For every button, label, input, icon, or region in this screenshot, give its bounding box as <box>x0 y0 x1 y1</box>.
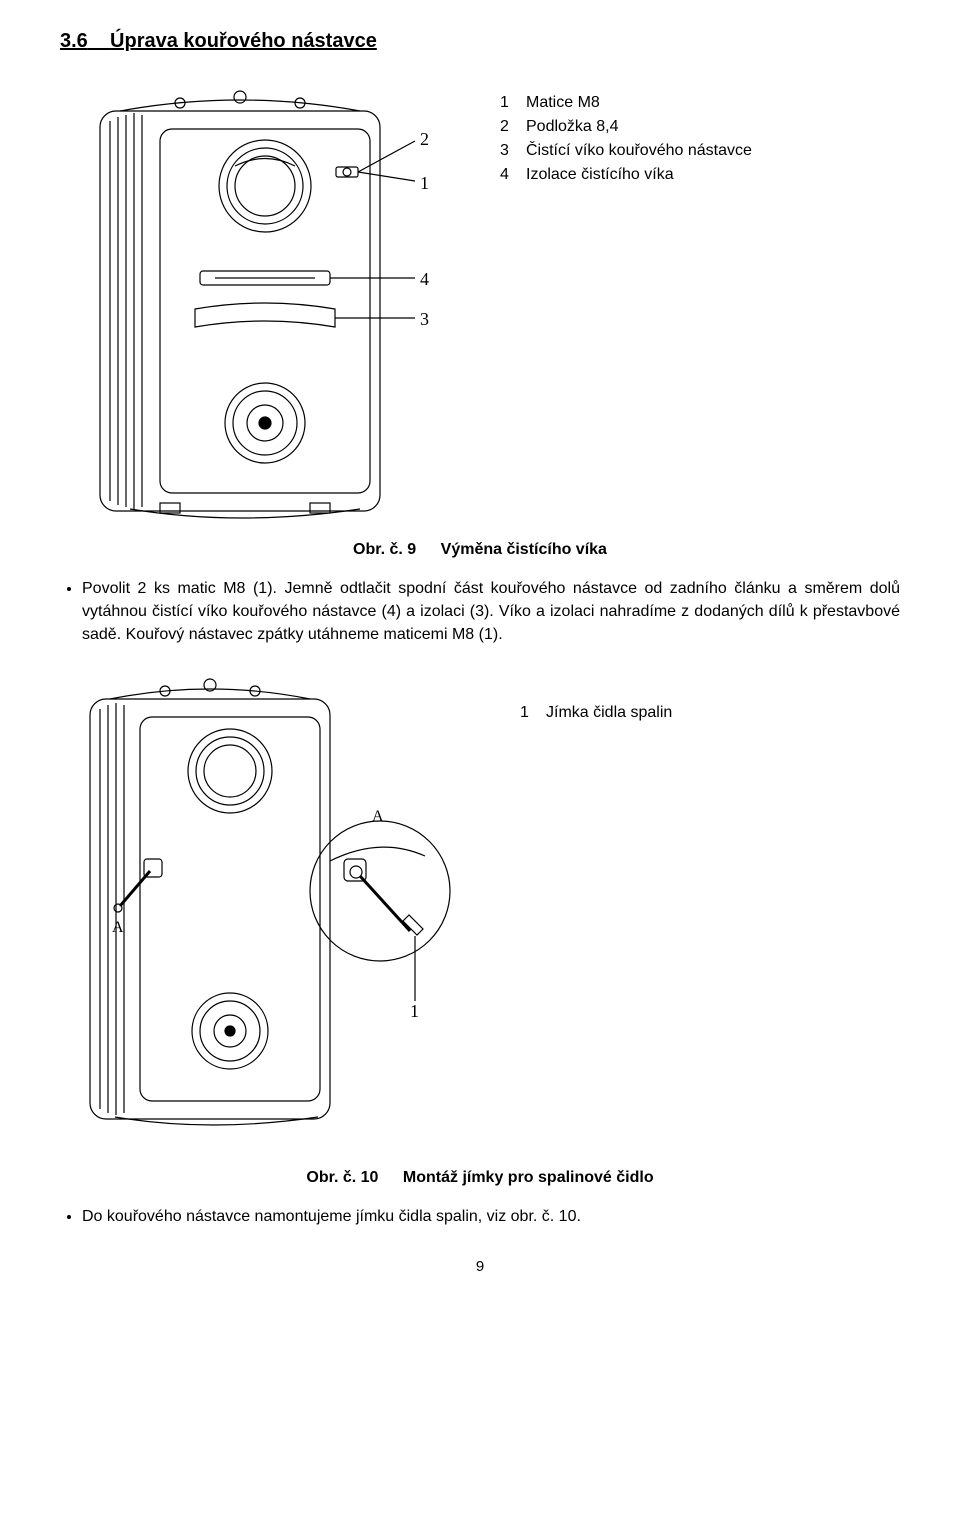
figure1-row: 2 1 4 3 1 Matice M8 2 Podložka 8,4 3 Čis… <box>60 71 900 531</box>
figure2: A A 1 <box>60 661 480 1161</box>
figure1-caption: Obr. č. 9 Výměna čistícího víka <box>60 541 900 559</box>
page: 3.6 Úprava kouřového nástavce <box>0 0 960 1315</box>
legend-label: Čistící víko kouřového nástavce <box>526 139 752 163</box>
figure1-svg <box>60 71 460 531</box>
callout-A1: A <box>112 919 124 937</box>
callout-1: 1 <box>420 173 429 194</box>
legend-num: 1 <box>500 91 514 115</box>
figure2-row: A A 1 1 Jímka čidla spalin <box>60 661 900 1161</box>
legend-num: 2 <box>500 115 514 139</box>
callout-A2: A <box>372 808 384 826</box>
section-number: 3.6 <box>60 30 88 52</box>
text-block-2: Do kouřového nástavce namontujeme jímku … <box>60 1205 900 1228</box>
legend-item: 1 Matice M8 <box>500 91 752 115</box>
legend-num: 1 <box>520 701 534 725</box>
callout-4: 4 <box>420 269 429 290</box>
callout-2: 2 <box>420 129 429 150</box>
caption-text: Montáž jímky pro spalinové čidlo <box>403 1169 654 1186</box>
bullet-text: Do kouřového nástavce namontujeme jímku … <box>82 1205 900 1228</box>
legend-item: 3 Čistící víko kouřového nástavce <box>500 139 752 163</box>
legend-label: Jímka čidla spalin <box>546 701 672 725</box>
callout-3: 3 <box>420 309 429 330</box>
section-title: Úprava kouřového nástavce <box>110 30 377 52</box>
legend-num: 3 <box>500 139 514 163</box>
legend-item: 2 Podložka 8,4 <box>500 115 752 139</box>
text-block-1: Povolit 2 ks matic M8 (1). Jemně odtlači… <box>60 577 900 647</box>
figure1-legend: 1 Matice M8 2 Podložka 8,4 3 Čistící vík… <box>500 91 752 187</box>
legend-item: 1 Jímka čidla spalin <box>520 701 672 725</box>
legend-label: Matice M8 <box>526 91 600 115</box>
figure2-legend: 1 Jímka čidla spalin <box>520 701 672 725</box>
bullet-text: Povolit 2 ks matic M8 (1). Jemně odtlači… <box>82 577 900 647</box>
legend-item: 4 Izolace čistícího víka <box>500 163 752 187</box>
caption-label: Obr. č. 9 <box>353 541 416 558</box>
caption-label: Obr. č. 10 <box>306 1169 378 1186</box>
figure1: 2 1 4 3 <box>60 71 460 531</box>
callout-1b: 1 <box>410 1001 419 1022</box>
section-heading: 3.6 Úprava kouřového nástavce <box>60 30 900 53</box>
legend-label: Izolace čistícího víka <box>526 163 674 187</box>
page-number: 9 <box>60 1258 900 1275</box>
figure2-caption: Obr. č. 10 Montáž jímky pro spalinové či… <box>60 1169 900 1187</box>
legend-num: 4 <box>500 163 514 187</box>
figure2-svg <box>60 661 480 1161</box>
legend-label: Podložka 8,4 <box>526 115 619 139</box>
caption-text: Výměna čistícího víka <box>441 541 607 558</box>
